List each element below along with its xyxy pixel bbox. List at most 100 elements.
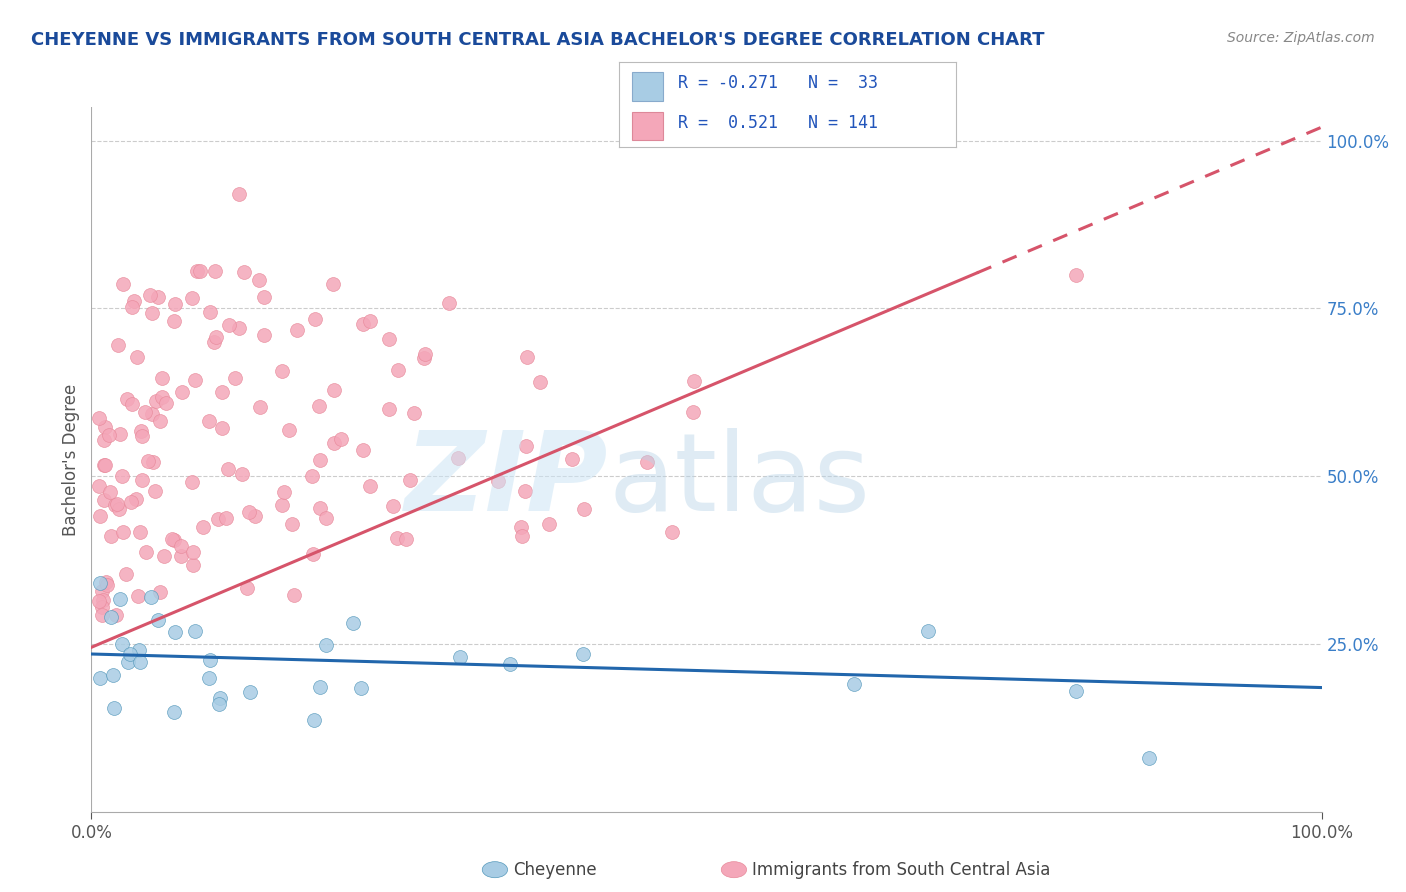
Point (162, 532, 184, 546)
Point (129, 525, 152, 540)
Point (105, 607, 128, 622)
Point (439, 296, 461, 310)
Point (538, 516, 561, 531)
Point (127, 590, 149, 604)
Point (214, 511, 236, 525)
Point (280, 517, 302, 532)
Point (253, 290, 276, 304)
Point (249, 401, 271, 415)
Point (561, 452, 583, 467)
Point (572, 647, 595, 661)
Point (146, 290, 169, 304)
Point (87, 411, 110, 425)
Point (278, 423, 301, 437)
Point (245, 508, 267, 523)
Point (273, 485, 295, 500)
Point (529, 375, 551, 389)
Point (271, 498, 294, 512)
Point (322, 277, 344, 291)
Point (129, 424, 152, 438)
Point (1139, 751, 1161, 765)
Point (128, 643, 150, 657)
Point (447, 450, 470, 465)
Point (309, 453, 332, 467)
Point (1064, 268, 1087, 282)
Point (107, 337, 129, 351)
Text: Immigrants from South Central Asia: Immigrants from South Central Asia (752, 861, 1050, 879)
Point (378, 332, 401, 346)
Point (200, 305, 222, 319)
Point (170, 539, 193, 553)
Point (661, 525, 683, 540)
Point (90, 600, 112, 615)
Point (181, 475, 204, 490)
Text: ZIP: ZIP (405, 427, 607, 534)
Point (574, 501, 596, 516)
Point (155, 396, 177, 410)
Point (104, 498, 127, 512)
Point (398, 473, 420, 487)
Point (141, 407, 163, 421)
Point (100, 610, 122, 624)
Point (308, 681, 330, 695)
Point (235, 581, 257, 595)
Point (198, 671, 221, 685)
Point (89, 576, 111, 591)
Point (91, 593, 114, 607)
Point (449, 650, 471, 665)
Point (170, 549, 193, 563)
Point (118, 647, 141, 661)
Point (413, 347, 436, 361)
Point (163, 314, 186, 328)
Point (134, 405, 156, 419)
Point (163, 533, 186, 548)
Point (204, 264, 226, 278)
Point (100, 528, 122, 542)
Point (145, 394, 167, 409)
Point (131, 429, 153, 443)
Point (329, 432, 352, 446)
Point (512, 529, 534, 543)
Point (515, 439, 537, 453)
Point (204, 329, 226, 343)
Text: Cheyenne: Cheyenne (513, 861, 596, 879)
Point (198, 653, 221, 667)
Point (247, 273, 270, 287)
Point (302, 714, 325, 728)
Point (93, 458, 115, 472)
Point (142, 454, 165, 468)
Text: R = -0.271   N =  33: R = -0.271 N = 33 (678, 74, 877, 92)
Point (395, 532, 418, 546)
Point (188, 264, 211, 278)
Y-axis label: Bachelor's Degree: Bachelor's Degree (62, 384, 80, 535)
Point (208, 691, 231, 706)
FancyBboxPatch shape (633, 112, 662, 140)
Point (516, 350, 538, 364)
Point (87, 593, 110, 607)
Point (110, 637, 132, 651)
Point (98, 485, 121, 500)
Point (184, 373, 207, 387)
Point (98, 428, 121, 442)
Point (218, 318, 240, 333)
Point (127, 351, 149, 365)
Point (150, 371, 173, 385)
Point (387, 363, 409, 377)
Point (359, 314, 381, 328)
Point (89, 671, 111, 685)
Point (285, 323, 308, 337)
Point (323, 435, 346, 450)
Point (108, 592, 131, 607)
Point (217, 461, 239, 475)
Point (93, 492, 115, 507)
Point (105, 497, 128, 511)
Point (150, 390, 173, 404)
Point (682, 374, 704, 388)
Point (115, 392, 138, 406)
Point (96, 574, 118, 589)
Point (510, 519, 533, 533)
Point (103, 701, 125, 715)
Point (228, 187, 250, 202)
Point (228, 321, 250, 335)
Point (315, 638, 337, 652)
